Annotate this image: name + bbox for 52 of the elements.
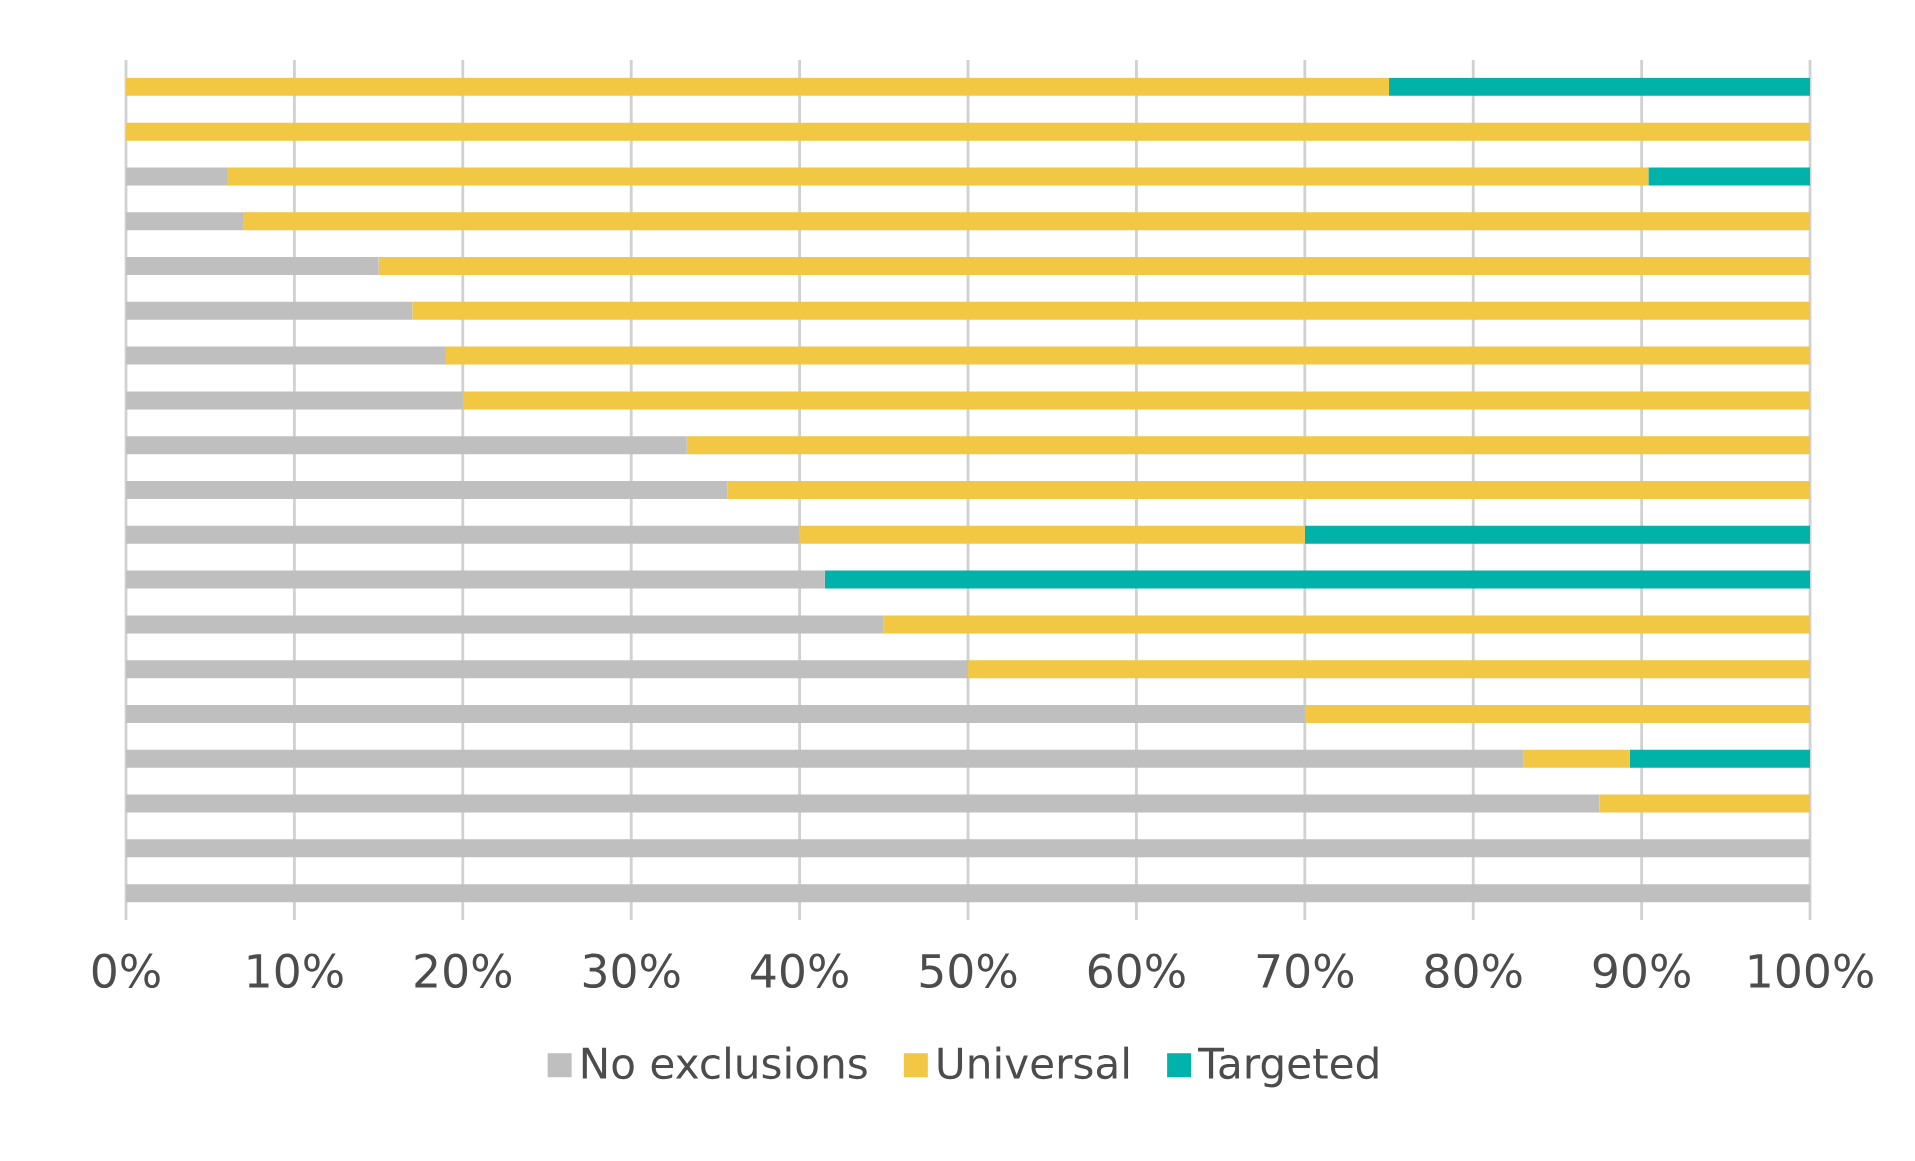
legend-label: Universal (938, 1046, 1129, 1080)
bar (799, 525, 1305, 544)
bar (824, 570, 1811, 589)
bar (1304, 525, 1811, 544)
bar (1389, 77, 1811, 96)
legend-label: No exclusions (582, 1046, 867, 1080)
x-tick-label: 100% (1749, 953, 1873, 989)
bar (1599, 794, 1811, 813)
x-tick-label: 70% (1257, 953, 1354, 989)
x-tick-label: 80% (1425, 953, 1522, 989)
bar (727, 481, 1811, 499)
bar (126, 391, 463, 410)
bar (378, 257, 1811, 276)
bar (126, 660, 969, 679)
x-tick-label: 90% (1593, 953, 1690, 989)
x-tick-label: 40% (751, 953, 848, 989)
bar (126, 570, 825, 589)
bar (126, 301, 413, 320)
bar (126, 212, 244, 231)
bar (126, 615, 884, 634)
bar (126, 749, 1524, 768)
bar (126, 122, 1811, 141)
bar (686, 436, 1811, 455)
bar (1304, 704, 1811, 723)
x-tick-label: 50% (920, 953, 1017, 989)
bar (243, 212, 1811, 231)
x-tick-label: 10% (248, 953, 343, 989)
bar (126, 839, 1811, 858)
legend-label: Targeted (1198, 1046, 1378, 1088)
bar (126, 346, 446, 365)
x-tick-label: 20% (415, 953, 512, 989)
bar (126, 481, 728, 499)
bar (126, 257, 379, 276)
bar (462, 391, 1811, 410)
bar (1629, 749, 1811, 768)
bar (412, 301, 1811, 320)
bar (126, 704, 1305, 723)
bar (1648, 167, 1811, 186)
x-tick-label: 0% (92, 953, 160, 989)
bar (227, 167, 1649, 186)
bar (445, 346, 1811, 365)
bar (1523, 749, 1630, 768)
x-tick-label: 30% (583, 953, 680, 989)
bar (126, 884, 1811, 903)
bar (968, 660, 1811, 679)
bar (883, 615, 1811, 634)
bar (126, 525, 800, 544)
bar (126, 436, 687, 455)
bar (126, 77, 1390, 96)
bar (126, 167, 228, 186)
x-tick-label: 60% (1088, 953, 1185, 989)
bar (126, 794, 1600, 813)
